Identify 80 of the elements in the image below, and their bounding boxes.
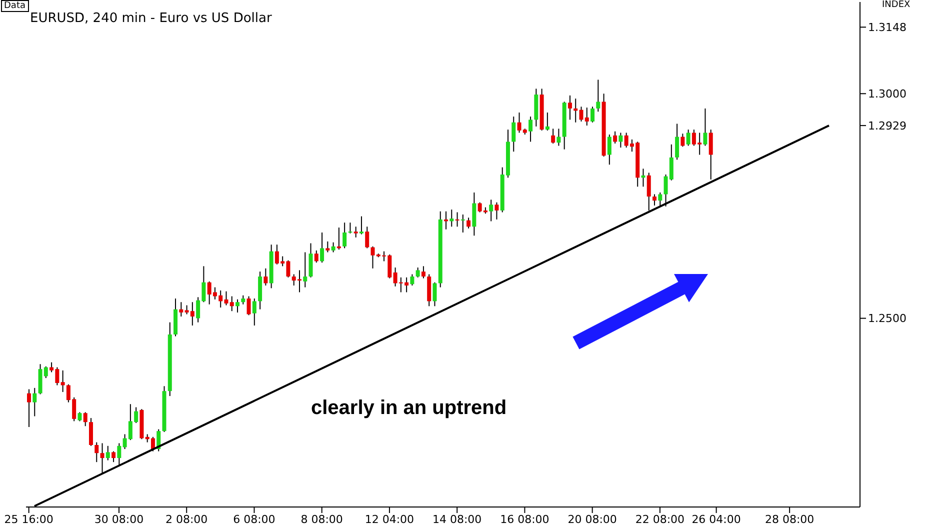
candlestick xyxy=(421,266,426,279)
y-tick-label: 1.2929 xyxy=(868,119,906,132)
x-tick-label: 20 08:00 xyxy=(568,512,617,525)
candlestick xyxy=(450,209,454,228)
y-tick-label: 1.2500 xyxy=(868,312,906,326)
candlestick xyxy=(342,222,347,249)
candlestick xyxy=(331,242,336,253)
x-tick-label: 2 08:00 xyxy=(166,512,208,525)
candlestick xyxy=(60,370,65,392)
candlestick xyxy=(320,232,324,264)
candlestick xyxy=(444,210,448,230)
candlestick xyxy=(354,226,358,238)
x-tick-label: 28 08:00 xyxy=(764,512,814,525)
candlestick xyxy=(326,240,330,253)
candlestick xyxy=(314,250,318,264)
candlestick xyxy=(106,445,110,461)
x-tick-label: 16 08:00 xyxy=(500,512,550,525)
candlestick xyxy=(117,442,122,467)
candlestick xyxy=(179,302,184,317)
x-tick-label: 6 08:00 xyxy=(233,512,276,525)
candlestick xyxy=(32,387,37,417)
candlestick xyxy=(455,212,460,228)
candlestick xyxy=(568,94,572,120)
candlestick xyxy=(545,112,550,131)
candlestick xyxy=(348,222,352,234)
x-tick-label: 14 08:00 xyxy=(432,512,482,525)
candlestick xyxy=(596,79,600,112)
text: INDEX xyxy=(880,0,912,10)
candlestick xyxy=(410,274,414,286)
candlestick xyxy=(512,116,516,152)
candlestick xyxy=(584,107,589,126)
candlestick xyxy=(100,442,104,475)
x-tick-label: 30 08:00 xyxy=(94,512,144,525)
x-tick-label: 8 08:00 xyxy=(300,512,343,525)
candlestick xyxy=(230,296,234,312)
x-tick-label: 22 08:00 xyxy=(635,512,685,525)
annotation: clearly in an uptrend xyxy=(311,397,507,420)
candlestick xyxy=(613,130,618,144)
candlestick xyxy=(551,128,556,144)
candlestick xyxy=(652,194,656,206)
candlestick xyxy=(680,133,685,148)
candlestick xyxy=(658,192,662,207)
candlestick xyxy=(112,450,116,463)
candlestick xyxy=(264,268,268,286)
x-tick-label: 26 04:00 xyxy=(692,512,741,525)
candlestick xyxy=(703,108,708,146)
y-tick-label: 1.3148 xyxy=(868,21,906,34)
candlestick xyxy=(489,199,494,222)
candlestick xyxy=(675,123,680,160)
candlestick xyxy=(646,172,651,211)
candlestick xyxy=(590,106,595,123)
candlestick xyxy=(308,242,313,278)
candlestick xyxy=(94,442,99,463)
candlestick xyxy=(708,129,713,180)
candlestick xyxy=(556,128,561,146)
candlestick xyxy=(252,298,256,326)
candlestick xyxy=(472,192,476,236)
candlestick xyxy=(88,418,93,446)
x-tick-label: 25 16:00 xyxy=(4,512,54,525)
candlestick xyxy=(83,412,88,427)
candlestick xyxy=(416,267,420,278)
candlestick xyxy=(466,217,471,229)
candlestick xyxy=(303,252,308,288)
y-tick-label: 1.3000 xyxy=(868,88,906,101)
candlestick xyxy=(27,388,31,428)
candlestick xyxy=(686,129,690,146)
candlestick xyxy=(607,134,612,166)
candlestick xyxy=(359,216,364,235)
candlestick xyxy=(618,132,623,148)
text: Data xyxy=(1,0,28,12)
text: EURUSD, 240 min - Euro vs US Dollar xyxy=(30,11,272,26)
candlestick xyxy=(370,246,375,269)
candlestick xyxy=(460,214,465,233)
candlestick xyxy=(528,116,533,142)
candlestick xyxy=(246,296,251,316)
candlestick xyxy=(236,298,240,313)
candlestick xyxy=(365,226,370,249)
candlestick xyxy=(494,202,499,220)
x-tick-label: 12 04:00 xyxy=(364,512,414,525)
candlestick xyxy=(432,282,437,307)
